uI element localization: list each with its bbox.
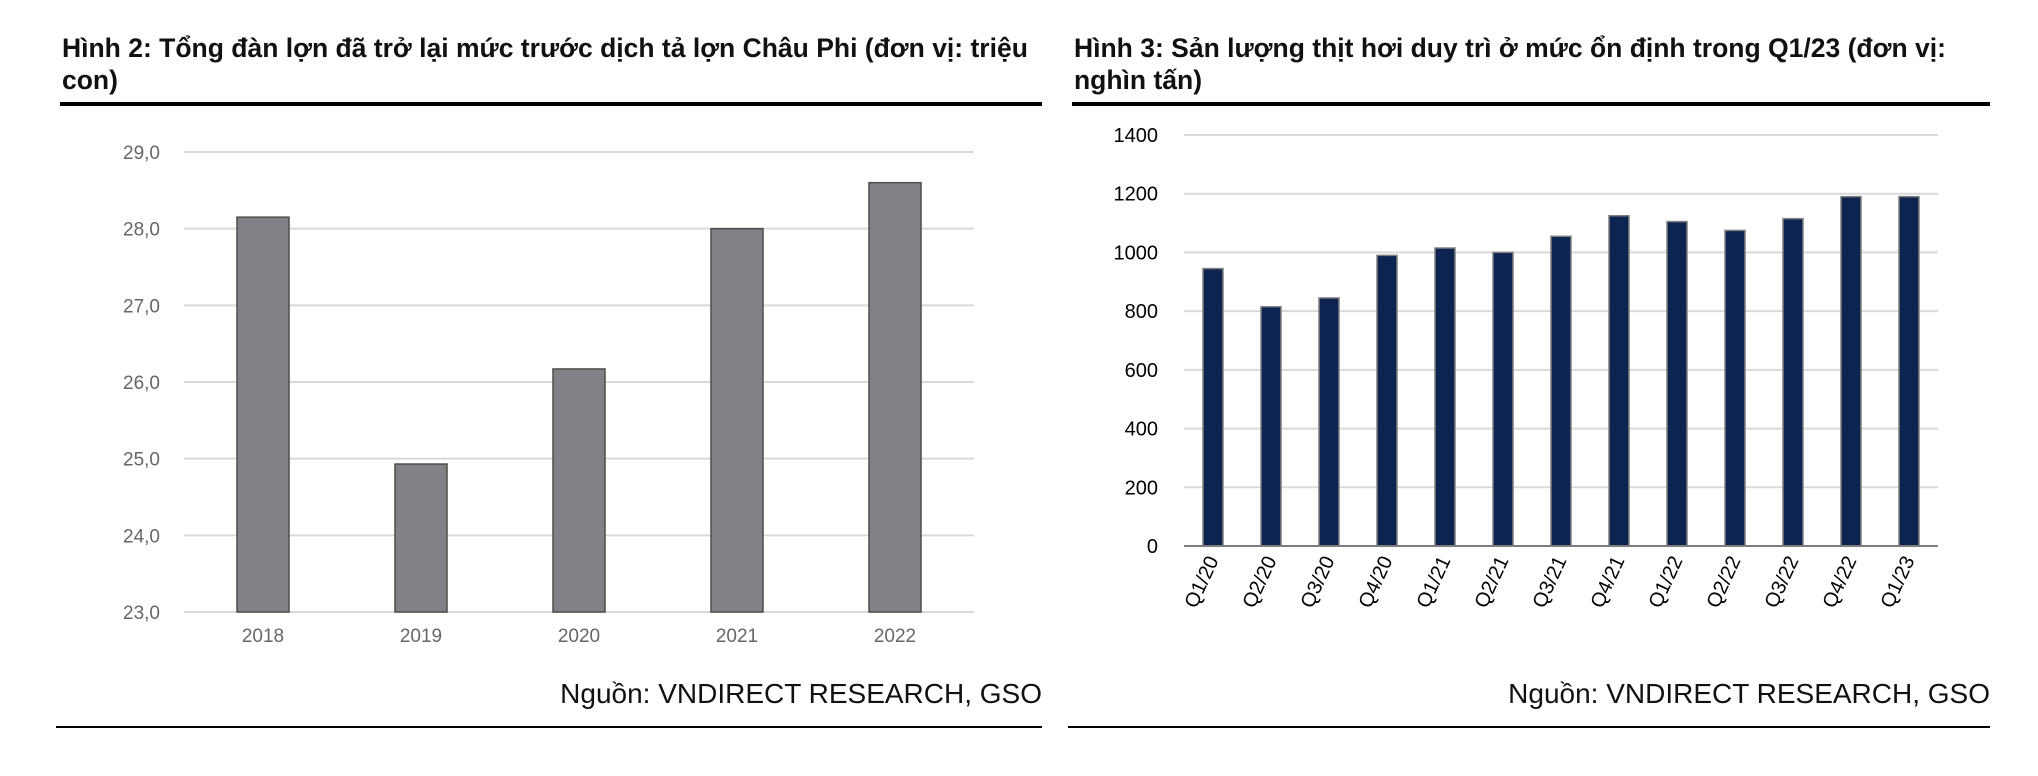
y-tick-label: 200: [1125, 477, 1158, 499]
bar-q4-20: [1376, 254, 1398, 547]
y-tick-label: 0: [1147, 536, 1158, 558]
x-tick-label: 2019: [400, 626, 442, 647]
figure-2-bottom-rule: [56, 726, 1042, 728]
y-tick-label: 600: [1125, 360, 1158, 382]
y-tick-label: 24,0: [123, 526, 160, 547]
bar-q1-20: [1202, 267, 1224, 547]
y-tick-label: 23,0: [123, 603, 160, 624]
bar-2022: [868, 181, 922, 613]
x-tick-label: 2021: [716, 626, 758, 647]
bar-q3-21: [1550, 235, 1572, 547]
x-tick-label: Q3/22: [1761, 553, 1804, 612]
live-meat-output-bar-chart: 0 200 400 600 800 1000 1200 1400 Q1/20 Q2/20 Q3/20…: [1114, 125, 1938, 612]
herd-size-bar-chart: 23,0 24,0 25,0 26,0 27,0 28,0 29,0 2018 2019 2020…: [123, 143, 974, 647]
x-tick-label: Q1/21: [1413, 553, 1456, 612]
y-tick-label: 1000: [1114, 242, 1159, 264]
y-tick-label: 28,0: [123, 220, 160, 241]
figure-2-title: Hình 2: Tổng đàn lợn đã trở lại mức trướ…: [62, 33, 1028, 95]
bar-2019: [394, 463, 448, 613]
x-tick-label: Q4/21: [1587, 553, 1630, 612]
figure-3-top-rule: [1072, 102, 1990, 106]
y-tick-label: 1200: [1114, 184, 1159, 206]
bar-q2-22: [1724, 229, 1746, 547]
figure-3-source: Nguồn: VNDIRECT RESEARCH, GSO: [1508, 678, 1990, 709]
bar-q1-22: [1666, 220, 1688, 547]
x-tick-label: Q2/21: [1471, 553, 1514, 612]
y-tick-label: 800: [1125, 301, 1158, 323]
bar-q2-20: [1260, 305, 1282, 547]
x-tick-label: 2020: [558, 626, 600, 647]
x-tick-label: Q3/20: [1297, 553, 1340, 612]
bar-2021: [710, 227, 764, 613]
bar-q2-21: [1492, 251, 1514, 547]
y-tick-label: 26,0: [123, 373, 160, 394]
x-tick-label: Q2/22: [1703, 553, 1746, 612]
bar-q1-21: [1434, 247, 1456, 547]
bar-q4-21: [1608, 214, 1630, 547]
x-tick-label: 2022: [874, 626, 916, 647]
bar-2020: [552, 368, 606, 613]
bar-q1-23: [1898, 195, 1920, 547]
figure-2-source: Nguồn: VNDIRECT RESEARCH, GSO: [560, 678, 1042, 709]
bar-2018: [236, 216, 290, 613]
y-tick-label: 400: [1125, 419, 1158, 441]
x-tick-label: Q1/20: [1181, 553, 1224, 612]
x-tick-label: Q4/22: [1819, 553, 1862, 612]
x-tick-label: Q1/22: [1645, 553, 1688, 612]
x-tick-label: Q1/23: [1877, 553, 1920, 612]
bar-q4-22: [1840, 195, 1862, 547]
x-tick-label: 2018: [242, 626, 284, 647]
bar-q3-22: [1782, 217, 1804, 547]
bar-q3-20: [1318, 297, 1340, 547]
y-tick-label: 29,0: [123, 143, 160, 164]
figure-2-top-rule: [60, 102, 1042, 106]
y-tick-label: 27,0: [123, 296, 160, 317]
figure-3-bottom-rule: [1068, 726, 1990, 728]
x-tick-label: Q3/21: [1529, 553, 1572, 612]
figure-3-title: Hình 3: Sản lượng thịt hơi duy trì ở mức…: [1074, 33, 1946, 95]
y-tick-label: 1400: [1114, 125, 1159, 147]
x-tick-label: Q2/20: [1239, 553, 1282, 612]
y-tick-label: 25,0: [123, 450, 160, 471]
x-tick-label: Q4/20: [1355, 553, 1398, 612]
